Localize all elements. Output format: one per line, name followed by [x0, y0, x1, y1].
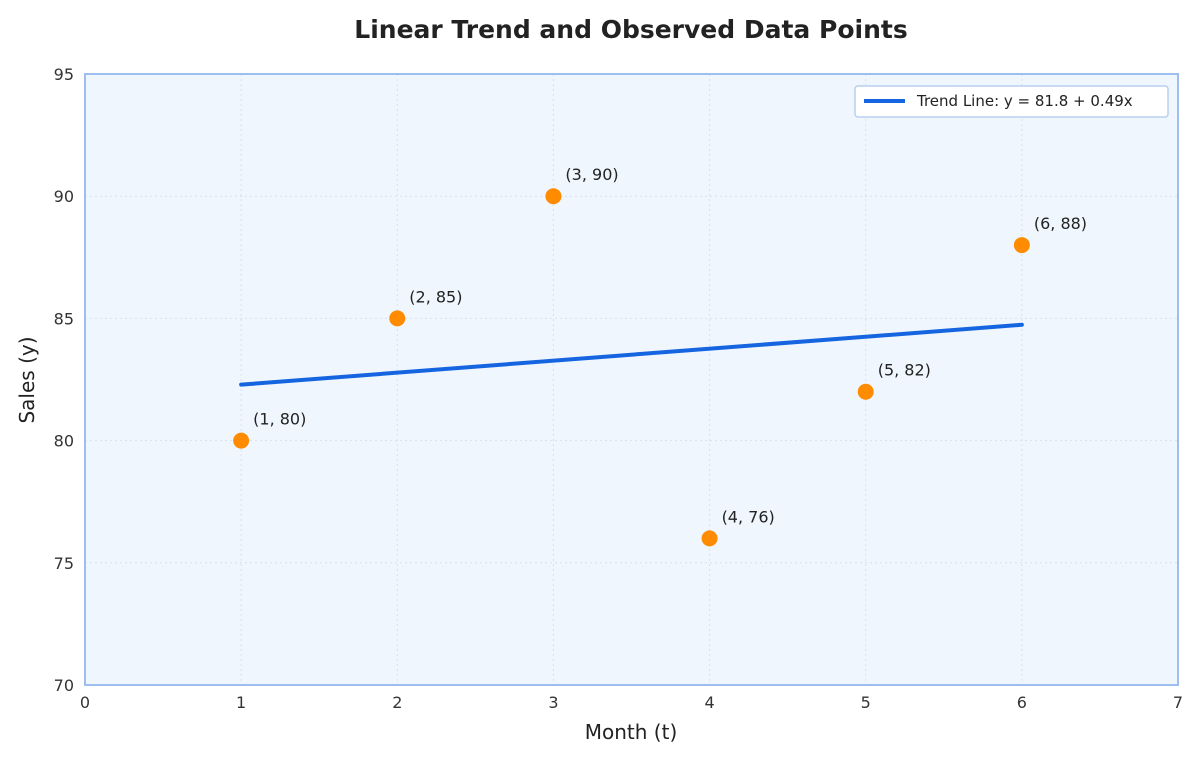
x-tick-label: 6 [1017, 693, 1027, 712]
legend: Trend Line: y = 81.8 + 0.49x [854, 85, 1169, 118]
data-point [545, 188, 562, 205]
data-point-label: (2, 85) [409, 287, 462, 306]
data-point [389, 310, 406, 327]
x-tick-label: 2 [392, 693, 402, 712]
y-tick-label: 85 [54, 309, 74, 328]
x-tick-label: 5 [861, 693, 871, 712]
y-tick-label: 90 [54, 187, 74, 206]
data-point-label: (5, 82) [878, 361, 931, 380]
chart-title: Linear Trend and Observed Data Points [354, 15, 907, 44]
y-tick-label: 70 [54, 676, 74, 695]
y-tick-label: 95 [54, 65, 74, 84]
y-axis-ticks: 70 75 80 85 90 95 [54, 65, 74, 695]
legend-box [854, 85, 1169, 118]
data-point-label: (6, 88) [1034, 214, 1087, 233]
plot-frame [84, 73, 1179, 686]
x-tick-label: 7 [1173, 693, 1183, 712]
x-tick-label: 3 [548, 693, 558, 712]
x-axis-label: Month (t) [585, 720, 678, 744]
gridlines [85, 74, 1178, 685]
x-tick-label: 0 [80, 693, 90, 712]
data-point [701, 530, 718, 547]
data-point-label: (3, 90) [565, 165, 618, 184]
data-point-label: (1, 80) [253, 410, 306, 429]
trend-line-layer [239, 322, 1024, 387]
data-point-label: (4, 76) [722, 507, 775, 526]
x-tick-label: 4 [704, 693, 714, 712]
legend-label: Trend Line: y = 81.8 + 0.49x [916, 92, 1133, 110]
y-tick-label: 75 [54, 554, 74, 573]
x-axis-ticks: 0 1 2 3 4 5 6 7 [80, 693, 1183, 712]
data-points-layer: (1, 80) (2, 85) (3, 90) (4, 76) (5, 82) (6, 8… [233, 165, 1087, 547]
y-axis-label: Sales (y) [15, 336, 39, 423]
data-point [233, 432, 250, 449]
data-point [857, 383, 874, 400]
data-point [1013, 237, 1030, 254]
trend-line [239, 322, 1024, 387]
plot-area [85, 74, 1178, 685]
x-tick-label: 1 [236, 693, 246, 712]
y-tick-label: 80 [54, 432, 74, 451]
